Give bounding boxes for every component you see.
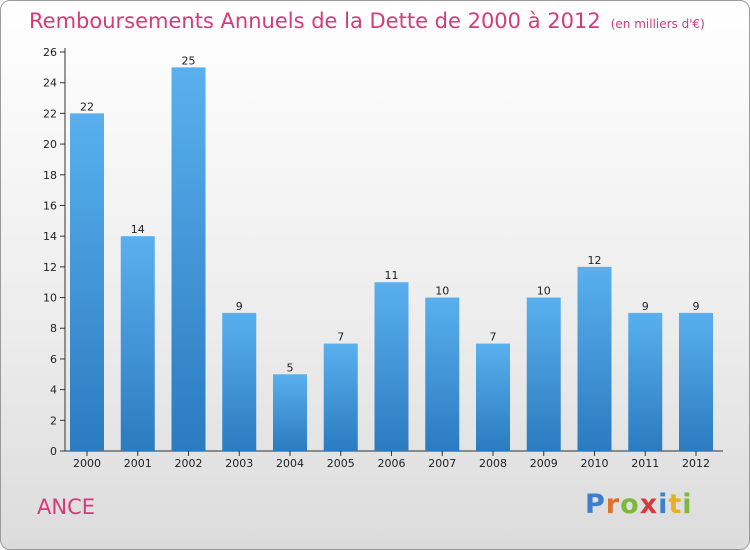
- x-axis: 2000 2001 2002 2003 2004 2005 2006 2007 2008 2009…: [65, 450, 723, 470]
- bar-value-label: 25: [182, 54, 196, 67]
- y-tick-label: 18: [43, 169, 57, 182]
- y-tick-label: 12: [43, 261, 57, 274]
- bar: [120, 236, 155, 451]
- x-tick-label: 2009: [530, 457, 558, 470]
- y-tick-label: 14: [43, 230, 57, 243]
- bar-value-label: 9: [642, 300, 649, 313]
- y-tick-label: 4: [50, 384, 57, 397]
- bar: [171, 67, 206, 451]
- y-tick-label: 2: [50, 414, 57, 427]
- x-tick-label: 2010: [581, 457, 609, 470]
- x-tick-label: 2003: [225, 457, 253, 470]
- bar-value-label: 10: [435, 285, 449, 298]
- bar: [374, 282, 409, 451]
- logo-letter: x: [639, 489, 659, 520]
- y-tick-label: 8: [50, 322, 57, 335]
- bar-value-label: 22: [80, 100, 94, 113]
- x-tick-label: 2007: [428, 457, 456, 470]
- x-tick-label: 2011: [631, 457, 659, 470]
- bar-value-label: 9: [236, 300, 243, 313]
- y-tick-label: 22: [43, 107, 57, 120]
- x-tick-label: 2004: [276, 457, 304, 470]
- bar-value-label: 7: [337, 331, 344, 344]
- bar: [526, 297, 561, 451]
- bar: [476, 343, 510, 451]
- bars: 22 14 25 9 5 7 11 10 7 10 12 9 9: [70, 54, 713, 451]
- x-tick-label: 2005: [327, 457, 355, 470]
- bar-value-label: 7: [490, 331, 497, 344]
- bar-value-label: 12: [588, 254, 602, 267]
- bar: [273, 374, 307, 451]
- y-tick-label: 6: [50, 353, 57, 366]
- bar: [323, 343, 358, 451]
- bar: [222, 312, 257, 451]
- bar: [577, 266, 612, 451]
- bar: [425, 297, 460, 451]
- x-tick-label: 2008: [479, 457, 507, 470]
- y-tick-label: 16: [43, 199, 57, 212]
- bar-value-label: 14: [131, 223, 145, 236]
- chart-unit: (en milliers d'€): [610, 17, 705, 31]
- bar: [70, 113, 104, 451]
- logo-letter: t: [668, 489, 683, 520]
- bar-value-label: 11: [385, 269, 399, 282]
- x-tick-label: 2000: [73, 457, 101, 470]
- x-tick-label: 2006: [378, 457, 406, 470]
- y-tick-label: 0: [50, 445, 57, 458]
- bar-value-label: 5: [287, 361, 294, 374]
- bar-value-label: 10: [537, 285, 551, 298]
- bar: [628, 312, 663, 451]
- y-tick-label: 20: [43, 138, 57, 151]
- bar-value-label: 9: [693, 300, 700, 313]
- proxiti-logo: Proxiti: [585, 489, 693, 520]
- x-tick-label: 2001: [124, 457, 152, 470]
- y-tick-label: 24: [43, 77, 57, 90]
- x-tick-label: 2002: [175, 457, 203, 470]
- x-tick-label: 2012: [682, 457, 710, 470]
- bar: [679, 312, 713, 451]
- chart-title: Remboursements Annuels de la Dette de 20…: [29, 9, 601, 33]
- logo-letter: P: [585, 489, 606, 520]
- logo-letter: i: [658, 489, 669, 520]
- title-row: Remboursements Annuels de la Dette de 20…: [29, 9, 705, 33]
- logo-letter: i: [682, 489, 693, 520]
- town-name: ANCE: [37, 495, 96, 519]
- logo-letter: r: [605, 489, 621, 520]
- y-tick-label: 10: [43, 292, 57, 305]
- y-tick-label: 26: [43, 46, 57, 59]
- logo-letter: o: [620, 489, 640, 520]
